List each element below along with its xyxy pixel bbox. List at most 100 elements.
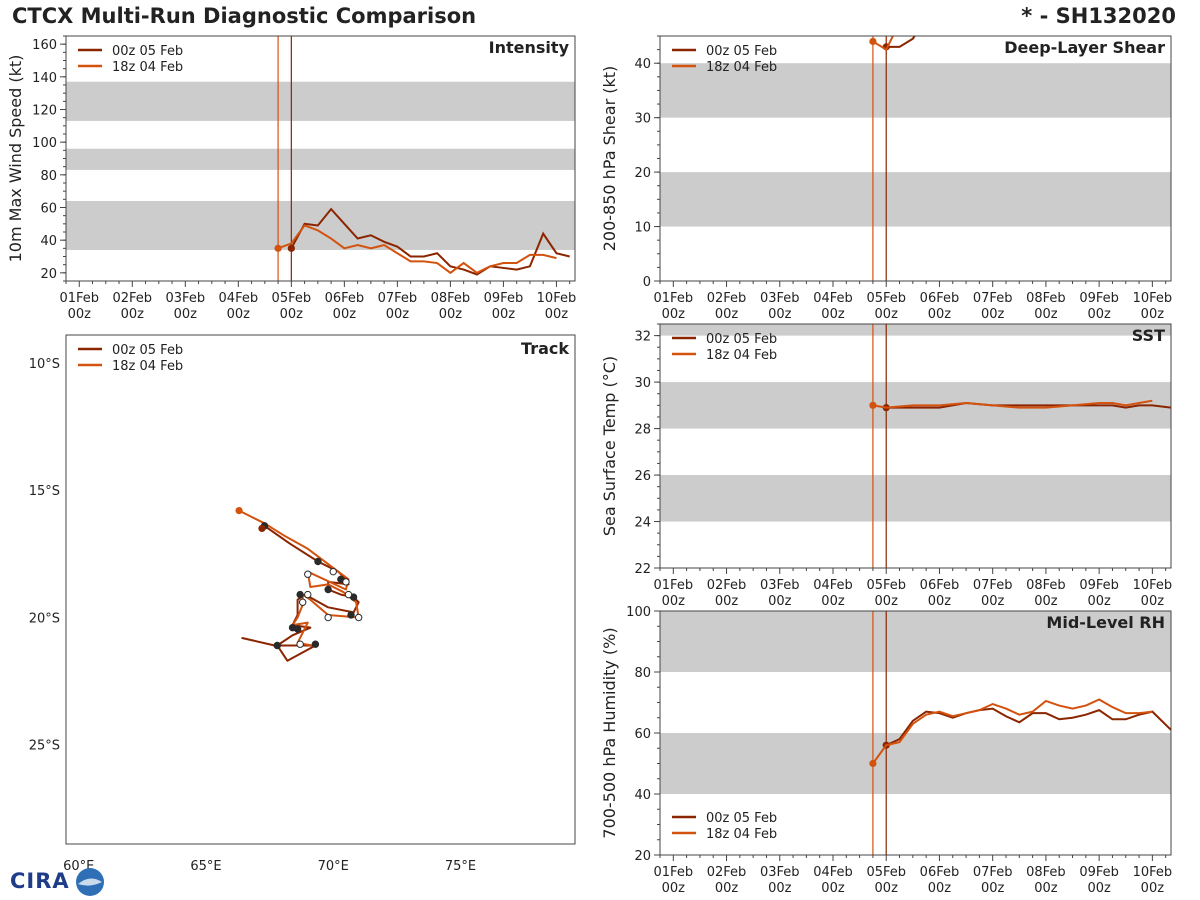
band-sst: [660, 475, 1171, 522]
x-tick-label-date: 10Feb: [1133, 291, 1173, 306]
x-tick-label-date: 09Feb: [1079, 291, 1119, 306]
x-tick-label-hour: 00z: [280, 307, 304, 322]
series-start-point-sst-1: [869, 401, 877, 409]
y-tick-label: 80: [40, 169, 57, 184]
y-tick-label: 140: [32, 71, 57, 86]
x-tick-label-date: 05Feb: [866, 291, 906, 306]
y-tick-label: 40: [634, 57, 651, 72]
x-tick-label-date: 08Feb: [1026, 865, 1066, 880]
cira-logo-text: CIRA: [10, 869, 70, 893]
series-start-point-shear-1: [869, 37, 877, 46]
track-marker-00z: [311, 640, 320, 648]
x-tick-label-hour: 00z: [768, 594, 792, 609]
x-tick-label-date: 09Feb: [1079, 578, 1119, 593]
panel-title: SST: [1132, 326, 1165, 345]
x-tick-label-hour: 00z: [174, 307, 198, 322]
legend-label: 00z 05 Feb: [112, 343, 183, 358]
x-tick-label-date: 01Feb: [59, 291, 99, 306]
panel-rh: 2040608010001Feb00z02Feb00z03Feb00z04Feb…: [600, 605, 1172, 896]
track-start-point: [235, 507, 243, 515]
x-tick-label-date: 04Feb: [813, 578, 853, 593]
y-axis-label: 700-500 hPa Humidity (%): [600, 627, 619, 838]
track-marker-12z: [354, 613, 363, 622]
track-marker-12z: [296, 640, 304, 648]
lat-tick-label: 25°S: [29, 739, 60, 754]
x-tick-label-hour: 00z: [928, 594, 952, 609]
panel-track: 10°S15°S20°S25°S60°E 65°E 70°E 75°ETrack00z…: [29, 334, 576, 874]
legend-label: 00z 05 Feb: [706, 44, 777, 59]
x-tick-label-date: 03Feb: [166, 291, 206, 306]
y-tick-label: 100: [626, 605, 651, 620]
y-tick-label: 40: [40, 234, 57, 249]
band-rh: [660, 733, 1171, 794]
x-tick-label-date: 07Feb: [378, 291, 418, 306]
x-tick-label-hour: 00z: [227, 307, 251, 322]
x-tick-label-hour: 00z: [875, 307, 899, 322]
legend-label: 18z 04 Feb: [706, 348, 777, 363]
y-tick-label: 120: [32, 104, 57, 119]
track-marker-12z: [329, 567, 337, 576]
x-tick-label-date: 07Feb: [973, 291, 1013, 306]
track-marker-12z: [344, 590, 353, 599]
series-line-intensity-0: [290, 207, 570, 276]
y-tick-label: 20: [40, 267, 57, 282]
x-tick-label-hour: 00z: [768, 881, 792, 896]
x-tick-label-date: 02Feb: [707, 291, 747, 306]
x-tick-label-date: 08Feb: [1026, 291, 1066, 306]
x-tick-label-date: 07Feb: [973, 865, 1013, 880]
lat-tick-label: 20°S: [29, 611, 60, 626]
band-rh: [660, 611, 1171, 672]
y-tick-label: 20: [634, 166, 651, 181]
y-axis-label: Sea Surface Temp (°C): [600, 356, 619, 536]
x-tick-label-hour: 00z: [492, 307, 516, 322]
x-tick-label-hour: 00z: [545, 307, 569, 322]
x-tick-label-date: 09Feb: [484, 291, 524, 306]
y-tick-label: 22: [634, 562, 651, 577]
y-tick-label: 30: [634, 376, 651, 391]
x-tick-label-date: 02Feb: [707, 865, 747, 880]
band-sst: [660, 324, 1171, 336]
x-tick-label-hour: 00z: [1141, 594, 1165, 609]
x-tick-label-hour: 00z: [68, 307, 92, 322]
band-intensity: [66, 81, 575, 121]
x-tick-label-date: 01Feb: [654, 578, 694, 593]
y-tick-label: 10: [634, 221, 651, 236]
track-marker-00z: [347, 611, 355, 619]
series-start-point-rh-1: [869, 759, 877, 768]
legend-label: 00z 05 Feb: [706, 332, 777, 347]
x-tick-label-hour: 00z: [821, 594, 845, 609]
band-intensity: [66, 200, 575, 250]
x-tick-label-hour: 00z: [1034, 307, 1058, 322]
y-tick-label: 26: [634, 469, 651, 484]
y-tick-label: 60: [40, 202, 57, 217]
x-tick-label-hour: 00z: [821, 881, 845, 896]
track-line-1: [238, 509, 360, 647]
storm-id: * - SH132020: [1021, 4, 1176, 28]
x-tick-label-hour: 00z: [439, 307, 463, 322]
x-tick-label-date: 07Feb: [973, 578, 1013, 593]
series-line-shear-0: [886, 36, 916, 48]
x-tick-label-hour: 00z: [662, 594, 686, 609]
x-tick-label-date: 09Feb: [1079, 865, 1119, 880]
track-marker-00z: [293, 625, 302, 633]
x-tick-label-date: 03Feb: [760, 291, 800, 306]
y-tick-label: 60: [634, 727, 651, 742]
x-tick-label-hour: 00z: [768, 307, 792, 322]
x-tick-label-date: 06Feb: [920, 865, 960, 880]
track-marker-12z: [298, 598, 307, 606]
x-tick-label-date: 03Feb: [760, 578, 800, 593]
x-tick-label-date: 10Feb: [537, 291, 577, 306]
y-tick-label: 32: [634, 330, 651, 345]
panel-intensity: 2040608010012014016001Feb00z02Feb00z03Fe…: [6, 35, 577, 322]
y-tick-label: 40: [634, 788, 651, 803]
lon-tick-label: 70°E: [318, 859, 349, 874]
x-tick-label-hour: 00z: [981, 594, 1005, 609]
band-intensity: [66, 148, 575, 170]
panel-title: Deep-Layer Shear: [1004, 38, 1165, 57]
y-tick-label: 24: [634, 516, 651, 531]
band-shear: [660, 172, 1171, 227]
y-axis-label: 200-850 hPa Shear (kt): [600, 66, 619, 252]
frame-track: [65, 334, 576, 845]
panel-title: Track: [521, 339, 569, 358]
x-tick-label-date: 10Feb: [1133, 578, 1173, 593]
